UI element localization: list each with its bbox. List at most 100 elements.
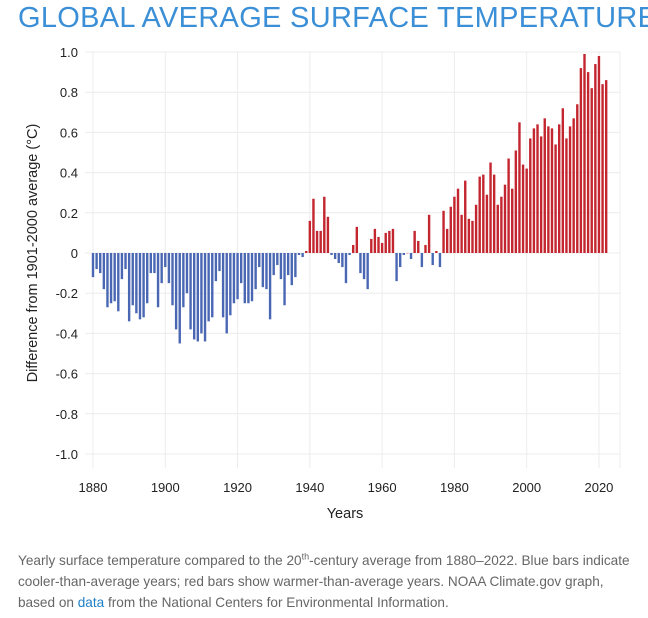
bar-1973 (427, 214, 431, 253)
bar-2014 (576, 104, 579, 253)
bar-1952 (352, 244, 355, 253)
caption: Yearly surface temperature compared to t… (18, 550, 633, 613)
caption-text-1: Yearly surface temperature compared to t… (18, 553, 302, 568)
bar-2008 (554, 144, 557, 253)
bar-2005 (543, 118, 546, 253)
bar-1942 (315, 230, 319, 253)
bar-2019 (594, 64, 597, 253)
bar-2020 (597, 56, 601, 253)
bar-1972 (424, 244, 427, 253)
y-tick-label: -0.8 (56, 407, 78, 422)
x-tick-label: 1960 (368, 480, 397, 495)
bar-1956 (366, 253, 369, 290)
bar-1930 (272, 253, 275, 276)
data-link[interactable]: data (77, 595, 105, 610)
bars (91, 54, 608, 344)
bar-1944 (323, 196, 326, 253)
bar-1990 (489, 162, 492, 253)
bar-1889 (124, 253, 127, 270)
bar-1988 (482, 174, 485, 253)
bar-1974 (431, 253, 434, 266)
bar-1993 (500, 196, 503, 253)
bar-1948 (337, 253, 340, 264)
bar-1912 (207, 253, 210, 322)
bar-1894 (142, 253, 145, 318)
bar-2009 (558, 124, 561, 253)
y-tick-label: -0.6 (56, 367, 78, 382)
bar-1968 (409, 253, 413, 260)
x-tick-label: 1940 (295, 480, 324, 495)
chart-title: GLOBAL AVERAGE SURFACE TEMPERATURE (18, 2, 648, 34)
bar-1992 (496, 204, 499, 253)
y-tick-labels: 1.0 0.8 0.6 0.4 0.2 0 -0.2 -0.4 -0.6 -0.8 -1.0 (56, 45, 78, 462)
bar-1981 (456, 188, 460, 253)
y-tick-label: -0.4 (56, 326, 78, 341)
bar-1989 (485, 194, 489, 253)
bar-1983 (464, 180, 467, 253)
bar-1919 (232, 253, 236, 304)
y-tick-label: 0.8 (60, 85, 78, 100)
bar-2015 (579, 68, 583, 253)
y-tick-label: 0.6 (60, 125, 78, 140)
bar-1885 (109, 253, 113, 304)
bar-1950 (344, 253, 348, 284)
bar-1918 (229, 253, 232, 316)
bar-1985 (471, 220, 474, 253)
bar-1996 (511, 188, 514, 253)
bar-1907 (189, 253, 192, 330)
bar-1929 (268, 253, 272, 320)
bar-1905 (182, 253, 185, 308)
bar-1976 (438, 253, 442, 268)
bar-1915 (218, 253, 221, 272)
y-tick-label: -1.0 (56, 447, 78, 462)
bar-1914 (214, 253, 218, 282)
bar-1886 (113, 253, 116, 302)
bar-1958 (373, 228, 377, 253)
bar-1945 (326, 216, 330, 253)
bar-1888 (120, 253, 124, 280)
x-axis-label: Years (327, 506, 364, 522)
bar-1954 (359, 253, 362, 274)
y-tick-label: 1.0 (60, 45, 78, 60)
bar-1940 (308, 220, 312, 253)
bar-1961 (384, 232, 387, 253)
bar-1926 (258, 253, 261, 268)
y-tick-label: 0 (71, 246, 78, 261)
bar-1897 (153, 253, 156, 274)
bar-2001 (529, 138, 532, 253)
bar-1880 (91, 253, 95, 278)
bar-1978 (445, 228, 449, 253)
bar-1984 (467, 218, 471, 253)
chart: 1.0 0.8 0.6 0.4 0.2 0 -0.2 -0.4 -0.6 -0.8 -1.0 188… (25, 45, 621, 522)
bar-1881 (95, 253, 98, 270)
bar-1971 (420, 253, 424, 268)
bar-1882 (99, 253, 102, 274)
bar-1941 (312, 198, 315, 253)
bar-1920 (236, 253, 239, 300)
bar-1943 (319, 230, 322, 253)
bar-2006 (547, 126, 550, 253)
bar-2010 (561, 108, 565, 253)
bar-1997 (514, 150, 518, 253)
bar-1898 (156, 253, 160, 308)
bar-1995 (507, 158, 510, 253)
bar-1892 (135, 253, 138, 314)
bar-1966 (402, 253, 406, 256)
bar-1927 (261, 253, 265, 288)
bar-1923 (247, 253, 250, 304)
bar-2017 (586, 72, 590, 253)
y-tick-label: 0.2 (60, 206, 78, 221)
bar-2016 (583, 54, 586, 254)
bar-1951 (348, 253, 351, 256)
bar-1959 (377, 236, 380, 253)
bar-1998 (518, 122, 521, 253)
bar-2003 (536, 124, 539, 253)
bar-1999 (521, 164, 525, 253)
bar-1913 (211, 253, 214, 318)
bar-1933 (283, 253, 286, 306)
bar-1896 (149, 253, 153, 274)
x-tick-label: 1920 (223, 480, 252, 495)
bar-1921 (239, 253, 243, 284)
bar-1979 (449, 206, 452, 253)
bar-1957 (370, 238, 373, 253)
